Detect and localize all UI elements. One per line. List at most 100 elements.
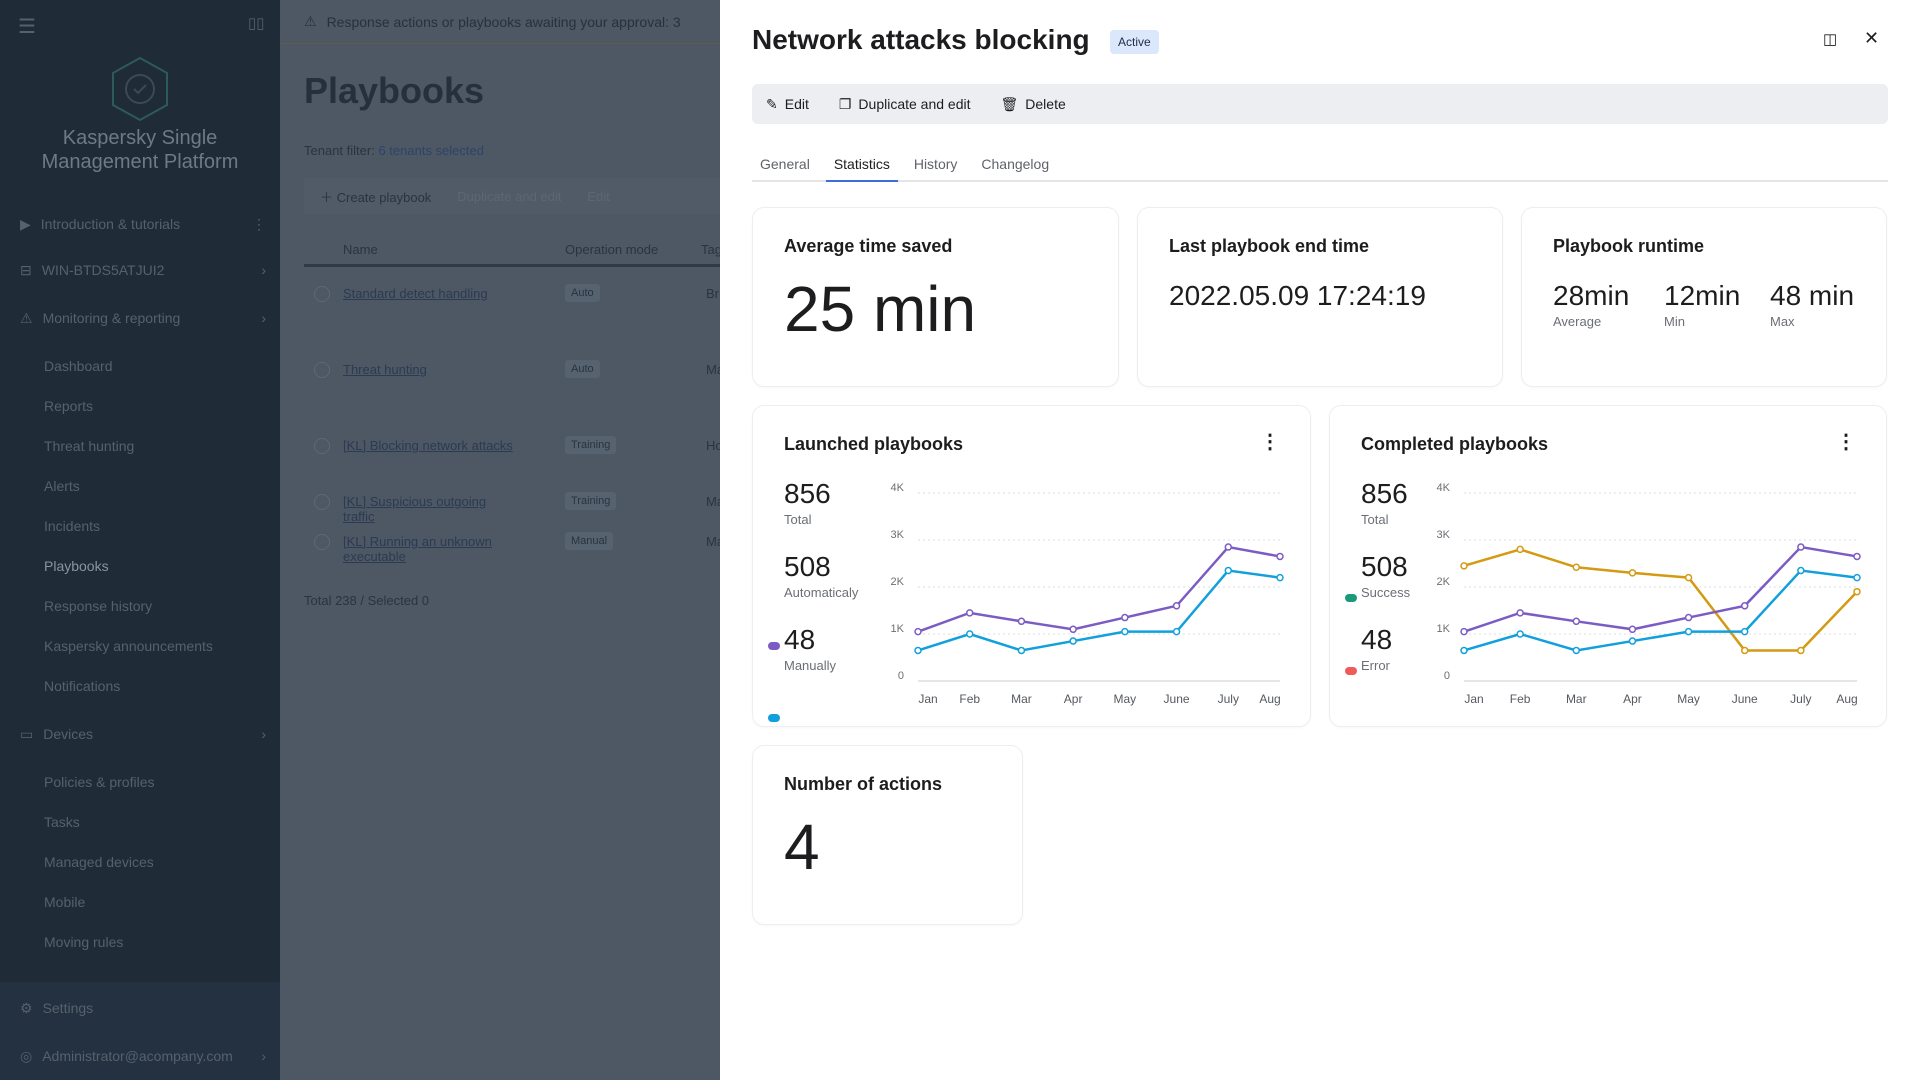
playbook-link[interactable]: Threat hunting [343,362,427,377]
data-point [1516,545,1524,554]
y-tick-label: 4K [1437,482,1451,494]
tab-changelog[interactable]: Changelog [981,156,1050,172]
tenant-filter[interactable]: Tenant filter: 6 tenants selected [304,143,484,158]
data-point [1853,552,1861,561]
data-point [1069,637,1077,645]
tab-general[interactable]: General [760,156,810,172]
launched-manual-label: Manually [784,658,837,673]
close-icon[interactable]: ✕ [1864,28,1880,48]
x-tick-label: Mar [1566,692,1587,706]
x-tick-label: Apr [1623,692,1642,706]
column-name[interactable]: Name [343,242,378,257]
row-radio[interactable] [314,438,330,454]
data-point [1460,627,1468,636]
create-playbook-button[interactable]: ＋ Create playbook [320,189,432,205]
data-point [1516,630,1524,638]
sidebar-item-settings[interactable]: ⚙ Settings [20,999,94,1017]
sidebar-subitem[interactable]: Kaspersky announcements [44,638,213,654]
sidebar-subitem[interactable]: Response history [44,598,153,614]
data-point [1628,637,1637,645]
data-point [1017,646,1026,655]
sidebar-subitem[interactable]: Moving rules [44,934,124,950]
sidebar-subitem[interactable]: Reports [44,398,94,414]
status-badge: Active [1110,30,1159,54]
card-title: Playbook runtime [1553,236,1705,256]
book-icon[interactable]: ◫ [1823,31,1838,48]
completed-error: 48 [1361,624,1393,655]
sidebar-item-devices[interactable]: ▭ Devices › [20,725,266,743]
toolbar: ✎ Edit ❐ Duplicate and edit 🗑 Delete [752,84,1888,124]
data-point [914,627,922,636]
copy-icon: ❐ [838,95,852,112]
y-tick-label: 4K [891,482,905,494]
row-radio[interactable] [314,286,330,302]
playbook-link[interactable]: [KL] Blocking network attacks [343,438,513,453]
row-radio[interactable] [314,362,330,378]
playbook-link[interactable]: Standard detect handling [343,286,488,301]
chevron-right-icon: › [261,310,266,326]
chevron-right-icon: › [261,1048,266,1064]
edit-button[interactable]: ✎ Edit [766,95,809,113]
playbook-link[interactable]: [KL] Running an unknown executable [343,534,492,564]
y-tick-label: 0 [898,670,904,682]
sidebar-subitem[interactable]: Notifications [44,678,121,694]
launched-playbooks-chart: 0 1K 2K 3K 4K Jan Feb Mar Apr May June July Aug [891,482,1284,706]
data-point [1460,562,1468,570]
data-point [1121,613,1129,622]
sidebar-subitem[interactable]: Mobile [44,894,86,910]
sidebar-subitem[interactable]: Dashboard [44,358,113,374]
more-options-icon[interactable]: ⋮ [1836,431,1856,453]
data-point [1628,625,1637,634]
sidebar-subitem[interactable]: Incidents [44,518,101,534]
card-title: Average time saved [784,236,953,256]
mode-badge: Training [565,492,617,510]
data-point [1224,543,1233,551]
tab-statistics[interactable]: Statistics [825,150,898,182]
column-tag[interactable]: Tag [701,242,722,257]
column-operation-mode[interactable]: Operation mode [565,242,659,257]
sidebar-subitem[interactable]: Tasks [44,814,80,830]
last-end-time-value: 2022.05.09 17:24:19 [1169,280,1426,311]
menu-icon[interactable]: ☰ [18,16,36,38]
sidebar-subitem[interactable]: Alerts [44,478,80,494]
mode-badge: Auto [565,360,600,378]
tab-history[interactable]: History [913,156,958,172]
sidebar-item[interactable]: ▶ Introduction & tutorials ⋮ [20,215,266,233]
sidebar-item-user[interactable]: ◎ Administrator@acompany.com › [20,1047,266,1065]
duplicate-button[interactable]: Duplicate and edit [457,188,562,204]
row-radio[interactable] [314,494,330,510]
series-line [917,545,1281,633]
more-options-icon[interactable]: ⋮ [1260,431,1280,453]
playbook-link[interactable]: [KL] Suspicious outgoing traffic [343,494,487,524]
book-icon[interactable]: ▯▯ [248,15,265,32]
completed-total: 856 [1361,478,1408,509]
sidebar-item[interactable]: ⊟ WIN-BTDS5ATJUI2 › [20,261,266,279]
data-point [1684,613,1693,622]
approval-alert[interactable]: ⚠ Response actions or playbooks awaiting … [280,0,720,44]
card-title: Number of actions [784,774,943,794]
pencil-icon: ✎ [766,95,778,112]
tag-cell: Ma [706,494,725,509]
card-title: Launched playbooks [784,434,964,454]
sidebar-subitem[interactable]: Threat hunting [44,438,135,454]
x-tick-label: Aug [1259,692,1280,706]
legend-dot-success [1345,594,1357,602]
panel-title: Network attacks blocking [752,24,1090,55]
duplicate-and-edit-button[interactable]: ❐ Duplicate and edit [838,95,971,113]
completed-success: 508 [1361,551,1408,582]
row-radio[interactable] [314,534,330,550]
sidebar-item[interactable]: ⚠ Monitoring & reporting › [20,309,266,327]
sidebar-subitem[interactable]: Playbooks [44,558,109,574]
playbook-runtime-card: Playbook runtime 28min Average 12min Min… [1521,207,1887,387]
x-tick-label: June [1732,692,1758,706]
x-tick-label: July [1790,692,1811,706]
sidebar: ☰ ▯▯ Kaspersky Single Management Platfor… [0,0,280,1080]
edit-button[interactable]: Edit [587,188,610,204]
tag-cell: Ma [706,362,725,377]
sidebar-subitem[interactable]: Policies & profiles [44,774,155,790]
tag-cell: Ho [706,438,723,453]
delete-button[interactable]: 🗑 Delete [1000,95,1066,113]
sidebar-subitem[interactable]: Managed devices [44,854,154,870]
data-point [1172,602,1181,610]
x-tick-label: Apr [1064,692,1083,706]
